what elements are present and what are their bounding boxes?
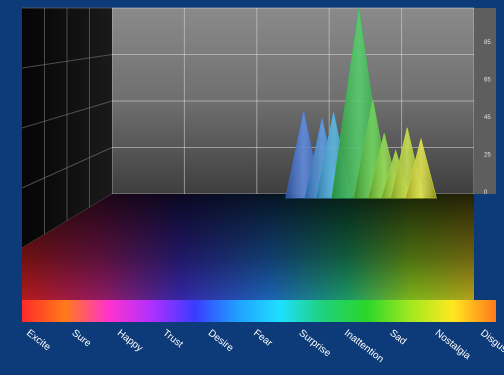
category-label: Trust xyxy=(160,328,185,351)
peaks-layer xyxy=(285,7,437,199)
category-label: Disgust xyxy=(478,328,504,357)
category-label: Sad xyxy=(387,328,408,348)
category-label: Excite xyxy=(24,328,53,354)
peak-shade xyxy=(405,139,437,198)
category-label: Desire xyxy=(206,328,236,355)
y-tick-label: 25 xyxy=(484,153,491,159)
category-label: Surprise xyxy=(297,328,333,360)
spectrum-bar xyxy=(22,300,496,322)
y-tick-label: 0 xyxy=(484,190,488,196)
floor-shade xyxy=(22,194,474,300)
y-tick-label: 85 xyxy=(484,40,491,46)
category-label: Sure xyxy=(70,328,94,350)
category-label: Inattention xyxy=(342,328,386,365)
category-label: Fear xyxy=(251,328,275,350)
right-axis-panel xyxy=(474,8,496,194)
y-axis-ticks: 85 65 45 25 0 xyxy=(484,40,491,196)
y-tick-label: 45 xyxy=(484,115,491,121)
category-labels: Excite Sure Happy Trust Desire Fear Surprise In… xyxy=(24,328,504,365)
y-tick-label: 65 xyxy=(484,78,491,84)
category-label: Happy xyxy=(115,328,145,354)
category-label: Nostalgia xyxy=(433,328,473,363)
